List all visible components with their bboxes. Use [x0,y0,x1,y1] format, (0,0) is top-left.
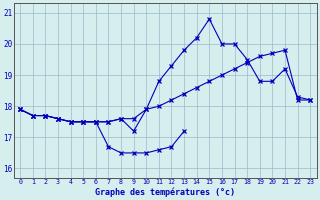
X-axis label: Graphe des températures (°c): Graphe des températures (°c) [95,187,235,197]
